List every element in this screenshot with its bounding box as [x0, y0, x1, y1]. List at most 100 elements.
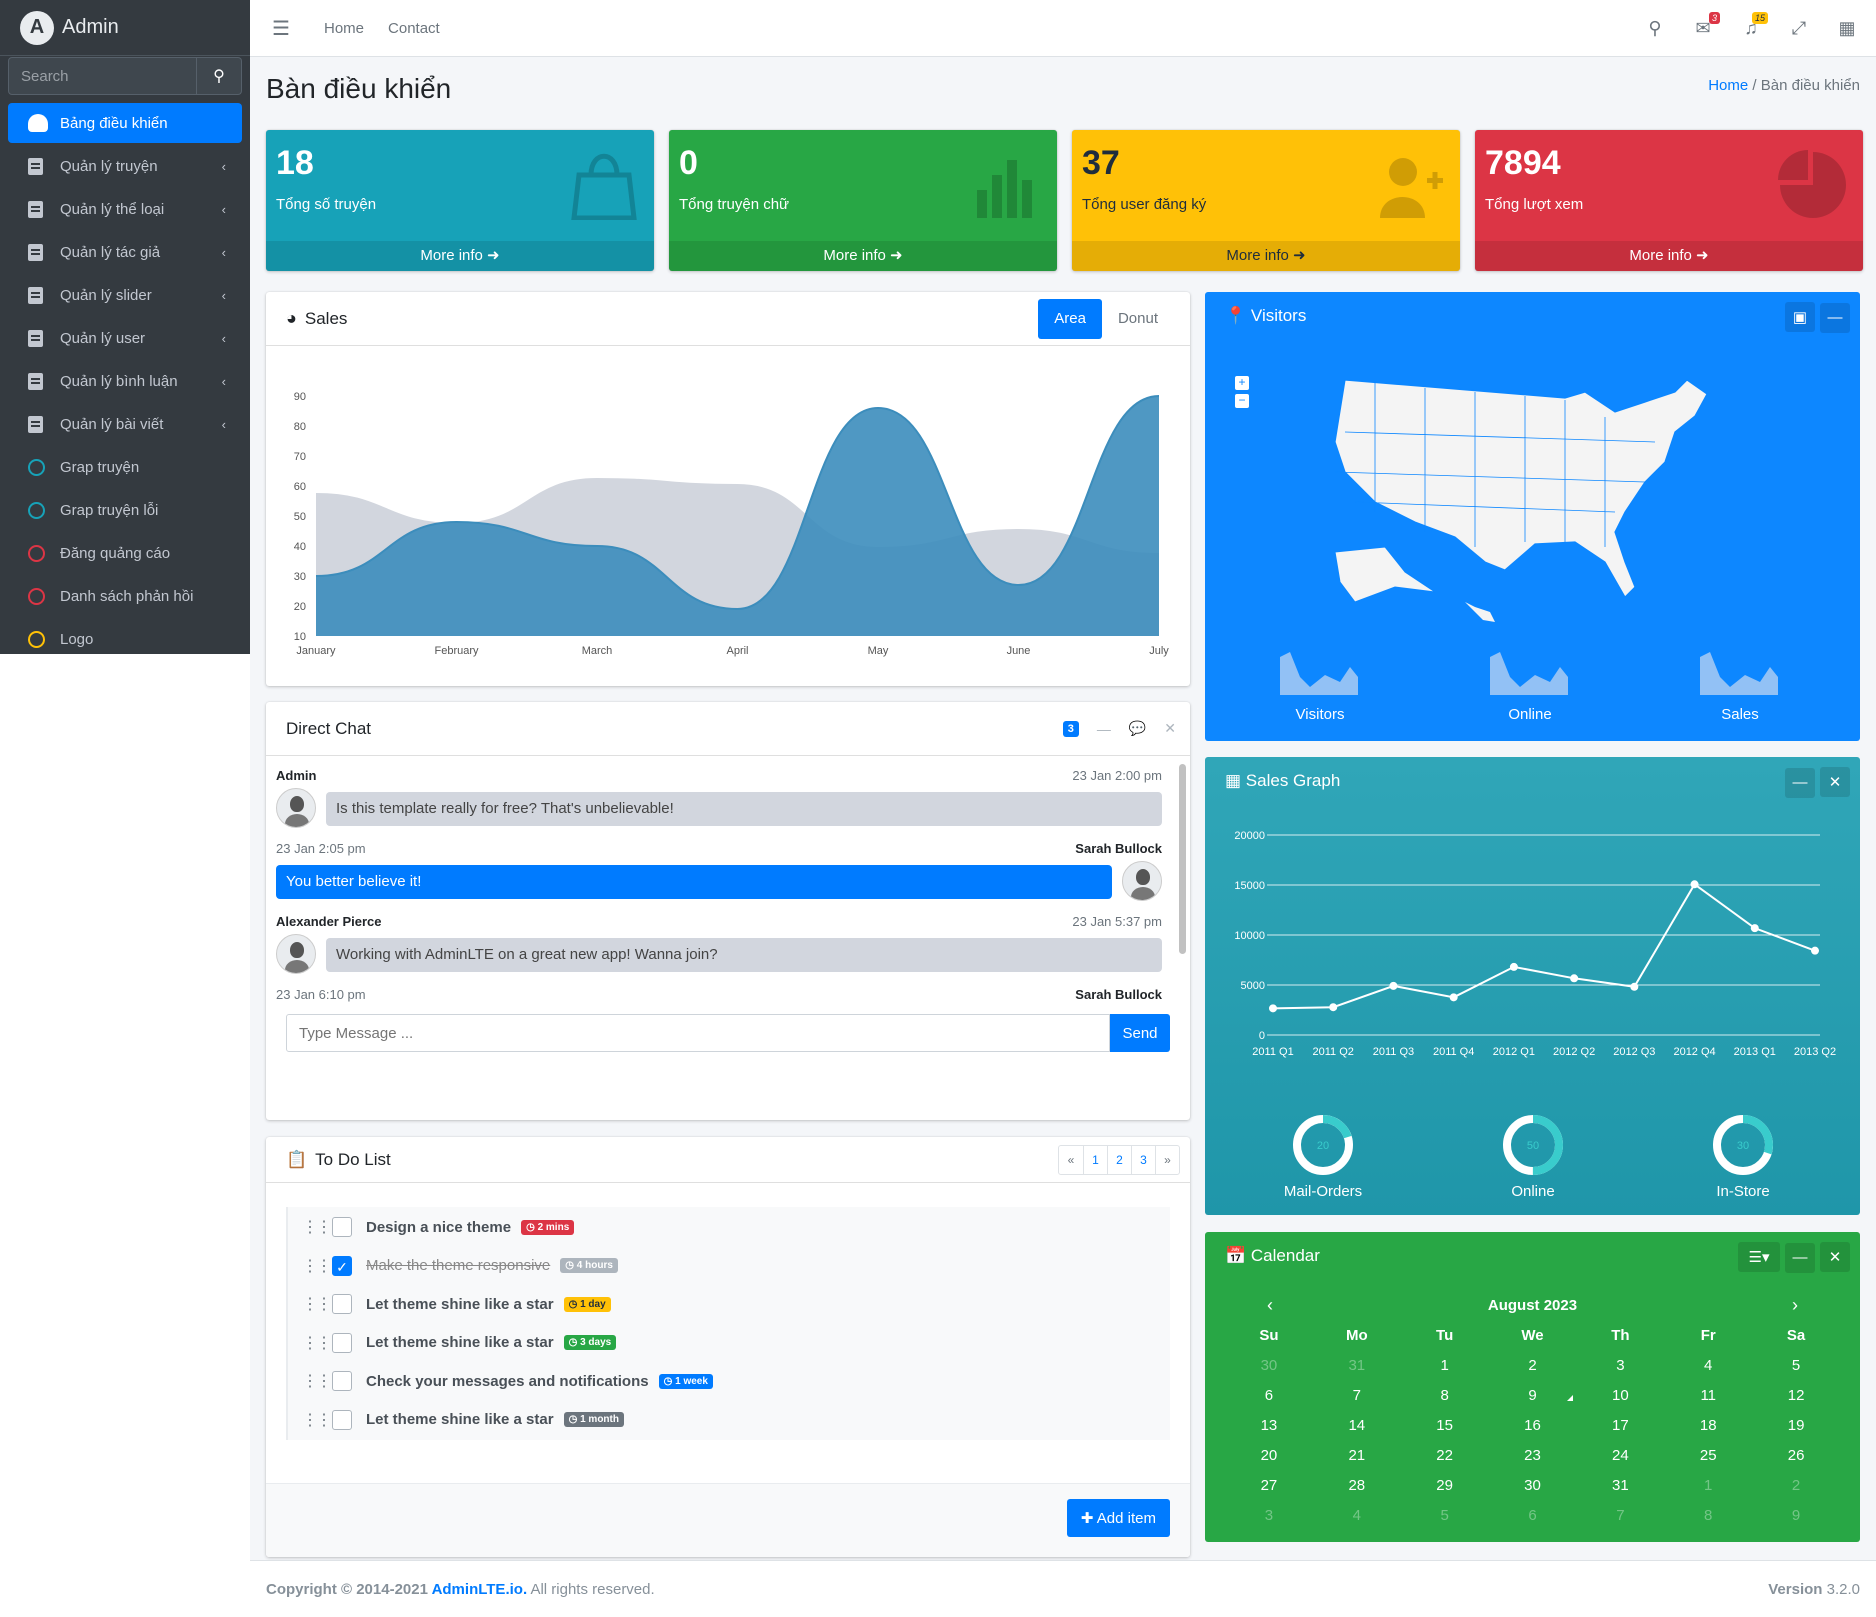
calendar-prev-icon[interactable]: ‹ — [1267, 1294, 1273, 1315]
tab-area[interactable]: Area — [1038, 298, 1102, 339]
page-link[interactable]: « — [1067, 1152, 1075, 1167]
calendar-day[interactable]: 31 — [1612, 1476, 1629, 1494]
control-sidebar-icon[interactable]: ▦ — [1838, 18, 1856, 38]
more-info-link[interactable]: More info ➜ — [1475, 241, 1863, 271]
calendar-day[interactable]: 2 — [1528, 1356, 1537, 1374]
more-info-link[interactable]: More info ➜ — [266, 241, 654, 271]
sidebar-item-6[interactable]: Quản lý bình luận ‹ — [8, 362, 242, 401]
calendar-day[interactable]: 1 — [1704, 1476, 1713, 1494]
map-zoom-in-button[interactable]: + — [1235, 376, 1249, 390]
calendar-day[interactable]: 25 — [1699, 1446, 1717, 1464]
calendar-icon[interactable]: ▣ — [1785, 302, 1815, 332]
todo-checkbox[interactable] — [332, 1371, 352, 1391]
search-icon[interactable]: ⚲ — [1648, 18, 1662, 38]
sidebar-item-7[interactable]: Quản lý bài viết ‹ — [8, 405, 242, 444]
drag-handle-icon[interactable]: ⋮⋮ — [302, 1219, 332, 1236]
calendar-day[interactable]: 9 — [1488, 1386, 1577, 1404]
collapse-icon[interactable]: — — [1820, 302, 1850, 333]
close-icon[interactable]: ✕ — [1820, 1242, 1850, 1272]
calendar-day[interactable]: 3 — [1264, 1506, 1274, 1524]
calendar-day[interactable]: 11 — [1700, 1386, 1717, 1404]
more-info-link[interactable]: More info ➜ — [669, 241, 1057, 271]
calendar-day[interactable]: 31 — [1348, 1356, 1366, 1374]
footer-link[interactable]: AdminLTE.io. — [431, 1581, 528, 1598]
calendar-day[interactable]: 20 — [1260, 1446, 1278, 1464]
nav-link-home[interactable]: Home — [324, 19, 365, 37]
calendar-day[interactable]: 2 — [1791, 1476, 1801, 1494]
sidebar-item-11[interactable]: Danh sách phản hồi — [8, 577, 242, 616]
calendar-day[interactable]: 6 — [1528, 1506, 1537, 1524]
todo-checkbox[interactable] — [332, 1217, 352, 1237]
sidebar-item-3[interactable]: Quản lý tác giả ‹ — [8, 233, 242, 272]
add-item-button[interactable]: ✚ Add item — [1066, 1499, 1170, 1537]
sidebar-item-8[interactable]: Grap truyện — [8, 448, 242, 487]
send-button[interactable]: Send — [1110, 1014, 1170, 1052]
calendar-day[interactable]: 29 — [1436, 1476, 1453, 1494]
calendar-day[interactable]: 8 — [1704, 1506, 1713, 1524]
calendar-day[interactable]: 21 — [1348, 1446, 1366, 1464]
calendar-day[interactable]: 14 — [1348, 1416, 1366, 1434]
collapse-icon[interactable]: — — [1096, 720, 1111, 737]
collapse-icon[interactable]: — — [1785, 767, 1815, 798]
calendar-day[interactable]: 13 — [1260, 1416, 1278, 1434]
close-icon[interactable]: ✕ — [1820, 767, 1850, 797]
sidebar-item-9[interactable]: Grap truyện lỗi — [8, 491, 242, 530]
calendar-day[interactable]: 1 — [1440, 1356, 1449, 1374]
page-link[interactable]: » — [1155, 1145, 1179, 1174]
tab-donut[interactable]: Donut — [1117, 309, 1158, 327]
collapse-icon[interactable]: — — [1785, 1242, 1815, 1273]
calendar-day[interactable]: 23 — [1524, 1446, 1541, 1464]
calendar-day[interactable]: 3 — [1616, 1356, 1625, 1374]
calendar-day[interactable]: 17 — [1612, 1416, 1629, 1434]
sidebar-item-12[interactable]: Logo — [8, 620, 242, 659]
drag-handle-icon[interactable]: ⋮⋮ — [302, 1334, 332, 1352]
calendar-menu-button[interactable]: ☰▾ — [1738, 1242, 1780, 1272]
close-icon[interactable]: ✕ — [1164, 720, 1176, 736]
calendar-day[interactable]: 4 — [1352, 1506, 1361, 1524]
calendar-day[interactable]: 30 — [1260, 1356, 1278, 1374]
drag-handle-icon[interactable]: ⋮⋮ — [302, 1373, 332, 1390]
calendar-day[interactable]: 22 — [1436, 1446, 1453, 1464]
sidebar-item-4[interactable]: Quản lý slider ‹ — [8, 276, 242, 315]
todo-checkbox[interactable]: ✓ — [332, 1255, 352, 1276]
todo-checkbox[interactable] — [332, 1332, 352, 1353]
sidebar-item-0[interactable]: Bảng điều khiển — [8, 103, 242, 143]
sidebar-item-2[interactable]: Quản lý thể loại ‹ — [8, 190, 242, 229]
calendar-day[interactable]: 4 — [1704, 1356, 1713, 1374]
contacts-icon[interactable]: 💬 — [1128, 720, 1147, 736]
calendar-day[interactable]: 5 — [1440, 1506, 1449, 1524]
sidebar-item-10[interactable]: Đăng quảng cáo — [8, 534, 242, 573]
drag-handle-icon[interactable]: ⋮⋮ — [302, 1296, 332, 1313]
page-link[interactable]: 1 — [1083, 1145, 1107, 1174]
nav-link-contact[interactable]: Contact — [388, 19, 440, 37]
calendar-day[interactable]: 18 — [1699, 1416, 1717, 1434]
menu-toggle-icon[interactable]: ☰ — [272, 17, 290, 40]
calendar-day[interactable]: 24 — [1612, 1446, 1629, 1464]
calendar-day[interactable]: 10 — [1612, 1386, 1629, 1404]
calendar-day[interactable]: 9 — [1791, 1506, 1801, 1524]
page-link[interactable]: 3 — [1131, 1145, 1155, 1174]
calendar-day[interactable]: 15 — [1436, 1416, 1453, 1434]
calendar-day[interactable]: 19 — [1787, 1416, 1805, 1434]
calendar-day[interactable]: 28 — [1348, 1476, 1366, 1494]
calendar-day[interactable]: 6 — [1264, 1386, 1274, 1404]
calendar-day[interactable]: 16 — [1524, 1416, 1541, 1434]
more-info-link[interactable]: More info ➜ — [1072, 241, 1460, 271]
calendar-day[interactable]: 7 — [1352, 1386, 1361, 1404]
calendar-day[interactable]: 5 — [1791, 1356, 1801, 1374]
breadcrumb-home[interactable]: Home — [1708, 77, 1749, 94]
brand-link[interactable]: A Admin — [0, 0, 250, 56]
chat-message-input[interactable] — [286, 1014, 1110, 1052]
todo-checkbox[interactable] — [332, 1409, 352, 1430]
page-link[interactable]: 2 — [1107, 1145, 1131, 1174]
todo-checkbox[interactable] — [332, 1294, 352, 1314]
drag-handle-icon[interactable]: ⋮⋮ — [302, 1411, 332, 1429]
drag-handle-icon[interactable]: ⋮⋮ — [302, 1257, 332, 1275]
calendar-day[interactable]: 12 — [1787, 1386, 1805, 1404]
calendar-day[interactable]: 7 — [1616, 1506, 1625, 1524]
calendar-day[interactable]: 8 — [1440, 1386, 1449, 1404]
sidebar-item-1[interactable]: Quản lý truyện ‹ — [8, 147, 242, 186]
calendar-day[interactable]: 30 — [1524, 1476, 1541, 1494]
notifications-bell-icon[interactable]: ♫ 15 — [1740, 12, 1768, 39]
sidebar-search-button[interactable]: ⚲ — [197, 57, 242, 95]
